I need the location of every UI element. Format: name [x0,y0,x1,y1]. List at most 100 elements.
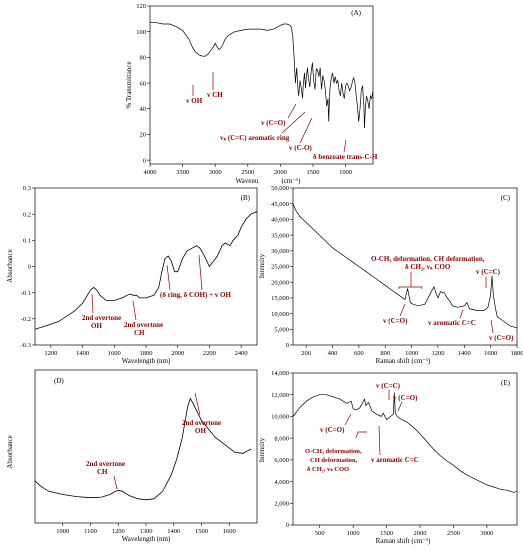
panel-b: (B) Absorbance Wavelength (nm) 1200 1400 1… [6,185,258,365]
arrow-e-co-left [344,413,352,426]
x-tick-label: 2000 [414,530,427,537]
panel-c-annotations: O-CH₃ deformation, CH deformation, δ CH₂… [371,255,514,342]
ann-b-ring: (δ ring, δ COH) + v OH [160,291,232,299]
x-tick-label: 1600 [108,350,121,357]
ann-e-deform-1: O-CH₃ deformation, [305,448,362,455]
x-tick-label: 2200 [203,350,216,357]
x-tick-label: 200 [301,350,311,357]
x-tick-label: 1200 [44,350,57,357]
arrow-c-co-2 [490,319,494,334]
arrow-b-ring-1 [166,264,171,291]
y-tick-label: 12,000 [271,392,289,399]
panel-e-spectrum-line [292,392,518,493]
y-tick-label: 2,000 [274,500,289,507]
ann-a-benzoate: δ benzoate trans-C-H [313,153,378,161]
y-tick-label: 100 [136,29,146,36]
y-tick-label: -0.2 [21,316,31,323]
x-tick-label: 3000 [209,169,222,176]
ann-e-co-left: v (C=O) [320,426,345,434]
x-tick-label: 2000 [274,169,287,176]
y-tick-label: 14,000 [271,370,289,377]
ann-c-co-1: v (C=O) [383,317,408,325]
x-tick-label: 1000 [347,530,360,537]
ann-b-ch-2: CH [134,329,145,337]
arrow-a-benzoate [343,139,347,153]
ann-c-cc: v (C=C) [476,268,501,276]
panel-a-frame [149,5,374,165]
y-tick-label: 0 [28,264,31,271]
y-tick-label: 4,000 [274,479,289,486]
arrow-c-co [399,303,406,317]
x-tick-label: 1000 [339,169,352,176]
arrow-b-ring-2 [198,254,203,291]
panel-e-label: (E) [501,379,511,387]
arrow-a-co [287,103,297,119]
x-tick-label: 2500 [241,169,254,176]
y-tick-label: 40 [140,106,147,113]
panel-c-xlabel: Raman shift (cm⁻¹) [376,357,431,365]
x-tick-label: 2500 [447,530,460,537]
y-tick-label: 0.1 [23,238,31,245]
x-tick-label: 1500 [307,169,320,176]
x-tick-label: 1500 [380,530,393,537]
y-tick-label: -0.1 [21,290,31,297]
ann-c-deform-2: δ CH₂, vₛ COO [405,263,451,271]
ann-c-deform-1: O-CH₃ deformation, CH deformation, [371,255,485,263]
panel-a-xlabel: Wavenu [236,177,259,185]
panel-a-xunit: (cm⁻¹) [281,177,301,185]
panel-c-label: (C) [501,194,511,202]
x-tick-label: 1800 [511,350,523,357]
x-tick-label: 1600 [223,528,236,535]
y-tick-label: 0.3 [23,185,31,192]
panel-e-xlabel: Raman shift (cm⁻¹) [376,537,431,545]
panel-d-xlabel: Wavelength (nm) [122,535,171,543]
ann-c-co-2: v (C=O) [489,334,514,342]
x-tick-label: 400 [328,350,338,357]
panel-e-arrows [344,390,403,456]
ann-e-deform-3: δ CH₂, vₛ COO [307,466,349,473]
x-tick-label: 1000 [56,528,69,535]
x-tick-label: 2000 [171,350,184,357]
y-tick-label: 25,000 [271,264,289,271]
y-tick-label: 35,000 [271,232,289,239]
x-tick-label: 1500 [195,528,208,535]
arrow-e-deform [355,431,367,439]
y-tick-label: 45,000 [271,201,289,208]
panel-b-spectrum-line [34,211,258,330]
panel-c-arrows [398,272,494,334]
panel-e-annotations: v (C=C) v (C=O) v (C=O) O-CH₃ deformatio… [305,382,419,473]
panel-a: (A) % Transmittance Wavenu (cm⁻¹) 4000 35… [125,3,378,185]
arrow-e-aromatic [378,425,381,456]
y-tick-label: 60 [140,80,147,87]
y-tick-label: 120 [136,3,146,10]
x-tick-label: 1600 [484,350,497,357]
panel-a-annotations: v OH v CH v (C=O) vₛ (C=C) aromatic ring… [186,91,378,161]
arrow-c-aromatic [459,309,464,319]
y-tick-label: 0.2 [23,211,31,218]
x-tick-label: 1800 [140,350,153,357]
ann-e-aromatic: v aromatic C=C [371,456,419,464]
panel-d-label: (D) [54,377,64,385]
y-tick-label: 6,000 [274,457,289,464]
panel-d-spectrum-line [34,397,252,501]
y-tick-label: 10,000 [271,311,289,318]
ann-d-oh-1: 2nd overtone [182,419,221,427]
panel-d-ylabel: Absorbance [6,435,14,468]
ann-a-v-c-o: v (C-O) [289,144,312,152]
ann-e-cc: v (C=C) [376,382,401,390]
x-tick-label: 3500 [176,169,189,176]
y-tick-label: 10,000 [271,414,289,421]
ann-e-co-right: v (C=O) [393,394,418,402]
ann-b-oh-1: 2nd overtone [82,314,121,322]
ann-d-oh-2: OH [195,427,206,435]
panel-d-arrows [113,392,201,490]
ann-a-v-ch: v CH [207,91,223,99]
x-tick-label: 600 [354,350,364,357]
y-tick-label: 0 [286,522,289,529]
panel-a-ylabel: % Transmittance [125,61,133,108]
y-tick-label: 20,000 [271,279,289,286]
ann-d-ch-2: CH [97,468,108,476]
x-tick-label: 2400 [235,350,248,357]
panel-c: (C) Intensity Raman shift (cm⁻¹) 200 400 6… [258,185,523,365]
